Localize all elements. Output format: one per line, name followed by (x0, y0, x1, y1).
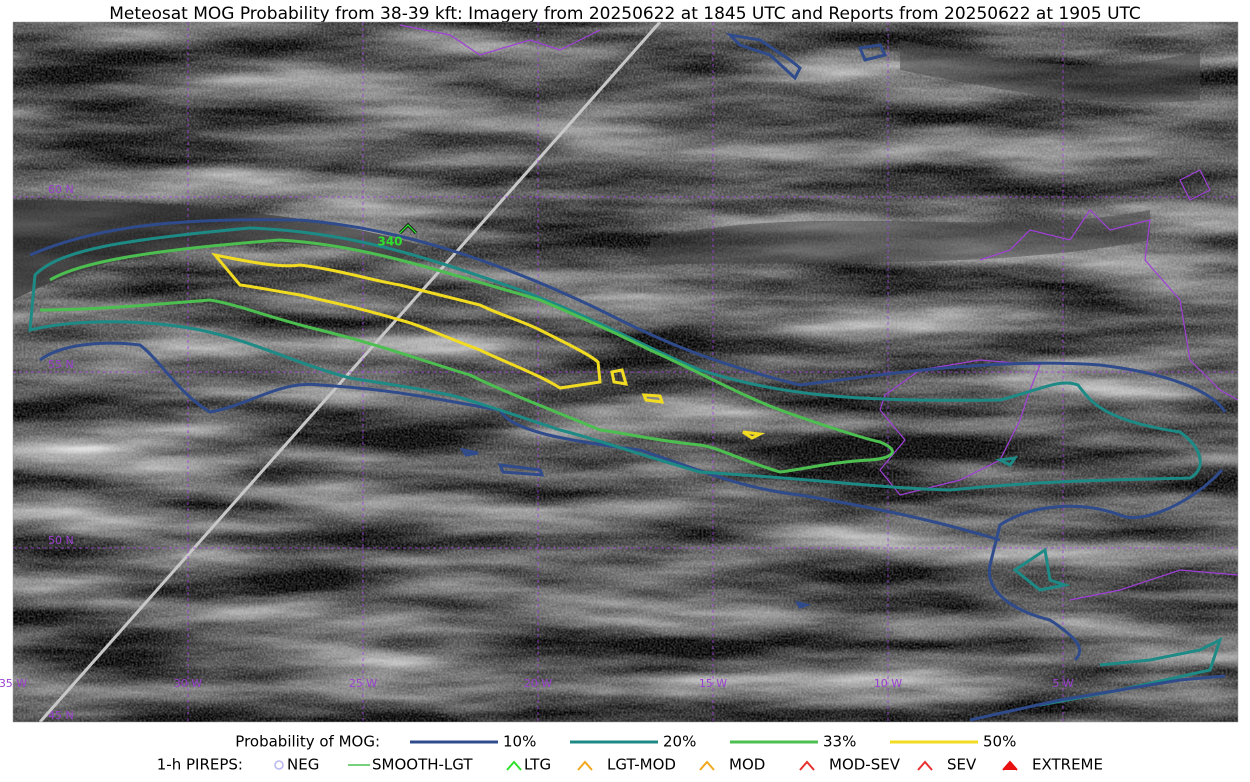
pirep-label: 340 (377, 235, 402, 249)
longitude-label: 10 W (874, 677, 902, 690)
latitude-label: 55 N (48, 358, 74, 371)
legend-label: MOD-SEV (829, 756, 901, 774)
legend-label: EXTREME (1032, 756, 1103, 774)
legend-label: LGT-MOD (607, 756, 676, 774)
longitude-label: 30 W (174, 677, 202, 690)
satellite-imagery: 340 (13, 22, 1238, 722)
longitude-label: 25 W (349, 677, 377, 690)
longitude-labels: 35 W 30 W 25 W 20 W 15 W 10 W 5 W (0, 677, 1074, 690)
latitude-label: 45 N (48, 709, 74, 722)
latitude-label: 50 N (48, 534, 74, 547)
legend-label: SEV (947, 756, 977, 774)
legend-symbol (274, 760, 284, 770)
legend-symbol (1002, 760, 1018, 771)
legend-symbol (577, 760, 593, 771)
legend-symbol (506, 760, 522, 771)
legend-title: Probability of MOG: (235, 733, 380, 751)
longitude-label: 15 W (699, 677, 727, 690)
legend-label: 10% (503, 733, 536, 751)
latitude-labels: 60 N 55 N 50 N 45 N (48, 183, 74, 722)
legend-symbol (699, 760, 715, 771)
legend: Probability of MOG: 1-h PIREPS: 10% 20% 33… (157, 733, 1103, 774)
legend-label: MOD (729, 756, 765, 774)
longitude-label: 5 W (1052, 677, 1073, 690)
legend-label: 50% (983, 733, 1016, 751)
probability-contours (28, 32, 1227, 722)
lat-lon-grid (13, 22, 1238, 722)
legend-label: SMOOTH-LGT (372, 756, 473, 774)
legend-title: 1-h PIREPS: (157, 756, 243, 774)
longitude-label: 35 W (0, 677, 27, 690)
legend-label: 33% (823, 733, 856, 751)
legend-label: LTG (524, 756, 551, 774)
longitude-label: 20 W (524, 677, 552, 690)
legend-label: 20% (663, 733, 696, 751)
pirep-symbol (399, 223, 417, 234)
map-title: Meteosat MOG Probability from 38-39 kft:… (109, 4, 1141, 24)
latitude-label: 60 N (48, 183, 74, 196)
legend-symbol (917, 760, 933, 771)
legend-symbol (799, 760, 815, 771)
legend-label: NEG (287, 756, 319, 774)
